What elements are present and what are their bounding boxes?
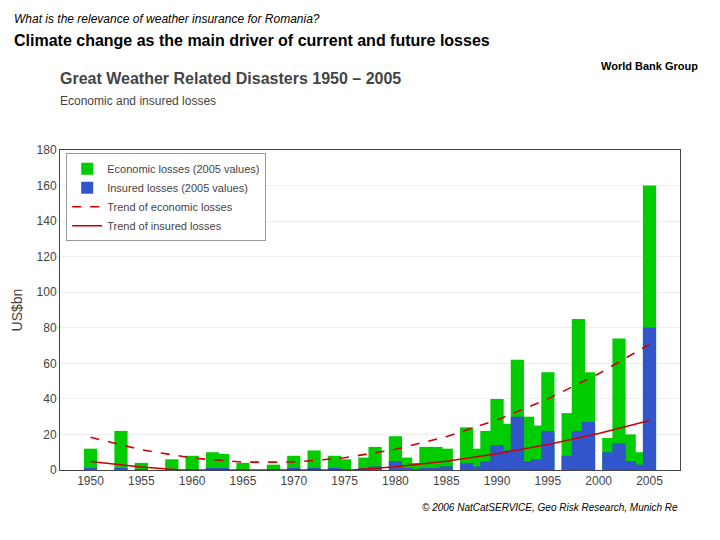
- svg-text:Insured losses (2005 values): Insured losses (2005 values): [107, 182, 248, 194]
- svg-text:What is the relevance of weath: What is the relevance of weather insuran…: [14, 12, 320, 26]
- svg-text:2000: 2000: [585, 474, 612, 488]
- svg-text:World Bank Group: World Bank Group: [601, 60, 698, 72]
- svg-text:160: 160: [37, 179, 57, 193]
- svg-text:20: 20: [43, 428, 57, 442]
- svg-text:Great Weather Related Disaster: Great Weather Related Disasters 1950 – 2…: [60, 70, 401, 108]
- svg-text:40: 40: [43, 392, 57, 406]
- svg-text:1955: 1955: [128, 474, 155, 488]
- svg-text:1950: 1950: [77, 474, 104, 488]
- svg-text:100: 100: [37, 285, 57, 299]
- svg-text:120: 120: [37, 250, 57, 264]
- svg-text:0: 0: [50, 463, 57, 477]
- svg-text:1970: 1970: [280, 474, 307, 488]
- svg-text:60: 60: [43, 357, 57, 371]
- svg-text:2005: 2005: [636, 474, 663, 488]
- svg-text:180: 180: [37, 143, 57, 157]
- svg-text:US$bn: US$bn: [9, 289, 25, 332]
- svg-text:1995: 1995: [535, 474, 562, 488]
- svg-text:1960: 1960: [179, 474, 206, 488]
- svg-text:Trend of insured losses: Trend of insured losses: [107, 220, 221, 232]
- svg-text:© 2006 NatCatSERVICE, Geo Risk: © 2006 NatCatSERVICE, Geo Risk Research,…: [422, 502, 678, 513]
- svg-text:80: 80: [43, 321, 57, 335]
- svg-text:Economic losses (2005 values): Economic losses (2005 values): [107, 163, 259, 175]
- svg-text:140: 140: [37, 214, 57, 228]
- svg-text:Climate change as the main dri: Climate change as the main driver of cur…: [14, 32, 490, 49]
- svg-text:Trend of economic losses: Trend of economic losses: [107, 201, 232, 213]
- svg-text:1965: 1965: [230, 474, 257, 488]
- svg-text:1975: 1975: [331, 474, 358, 488]
- svg-text:1985: 1985: [433, 474, 460, 488]
- svg-text:1990: 1990: [484, 474, 511, 488]
- svg-text:1980: 1980: [382, 474, 409, 488]
